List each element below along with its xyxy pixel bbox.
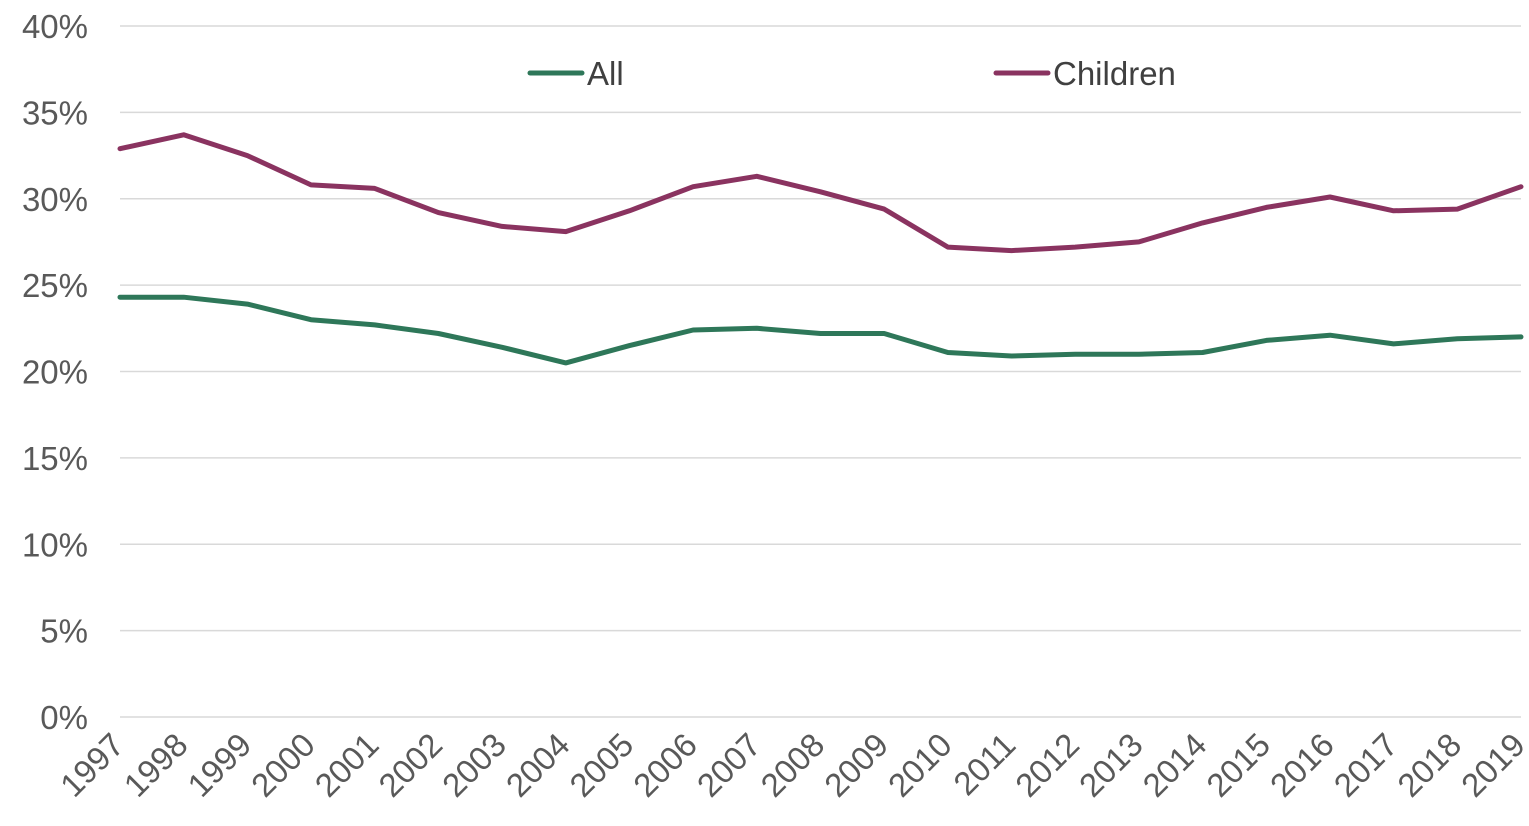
x-tick-label: 2018 bbox=[1390, 726, 1468, 804]
legend-item-children: Children bbox=[993, 55, 1176, 92]
y-tick-label: 40% bbox=[22, 8, 88, 45]
y-tick-label: 0% bbox=[40, 699, 88, 736]
y-tick-label: 30% bbox=[22, 181, 88, 218]
y-tick-label: 35% bbox=[22, 94, 88, 131]
x-tick-label: 2016 bbox=[1263, 726, 1341, 804]
x-tick-label: 2000 bbox=[244, 726, 322, 804]
legend: All Children bbox=[527, 55, 1176, 92]
x-tick-label: 2008 bbox=[753, 726, 831, 804]
x-tick-label: 2001 bbox=[308, 726, 386, 804]
x-tick-label: 2005 bbox=[562, 726, 640, 804]
x-tick-label: 2011 bbox=[946, 726, 1022, 802]
legend-item-all: All bbox=[527, 55, 624, 92]
x-tick-label: 1997 bbox=[53, 726, 131, 804]
x-axis-tick-labels: 1997199819992000200120022003200420052006… bbox=[53, 726, 1529, 804]
x-tick-label: 2019 bbox=[1454, 726, 1529, 804]
legend-label: Children bbox=[1053, 55, 1176, 92]
x-tick-label: 2013 bbox=[1072, 726, 1150, 804]
y-tick-label: 25% bbox=[22, 267, 88, 304]
y-tick-label: 20% bbox=[22, 354, 88, 391]
series-line-all bbox=[117, 294, 1524, 366]
x-tick-label: 2006 bbox=[626, 726, 704, 804]
x-tick-label: 2012 bbox=[1008, 726, 1086, 804]
x-tick-label: 2010 bbox=[881, 726, 959, 804]
y-axis-tick-labels: 0% 5% 10% 15% 20% 25% 30% 35% 40% bbox=[22, 8, 88, 736]
y-tick-label: 15% bbox=[22, 440, 88, 477]
x-tick-label: 1998 bbox=[117, 726, 195, 804]
x-tick-label: 2009 bbox=[817, 726, 895, 804]
x-tick-label: 2014 bbox=[1135, 726, 1213, 804]
x-tick-label: 2003 bbox=[435, 726, 513, 804]
y-tick-label: 5% bbox=[40, 613, 88, 650]
legend-label: All bbox=[587, 55, 624, 92]
x-tick-label: 2007 bbox=[690, 726, 768, 804]
x-tick-label: 2015 bbox=[1199, 726, 1277, 804]
series-lines bbox=[117, 132, 1524, 366]
y-tick-label: 10% bbox=[22, 526, 88, 563]
x-tick-label: 2002 bbox=[371, 726, 449, 804]
x-tick-label: 2004 bbox=[499, 726, 577, 804]
x-tick-label: 1999 bbox=[180, 726, 258, 804]
series-line-children bbox=[117, 132, 1524, 254]
gridlines bbox=[120, 25, 1521, 718]
x-tick-label: 2017 bbox=[1327, 726, 1405, 804]
